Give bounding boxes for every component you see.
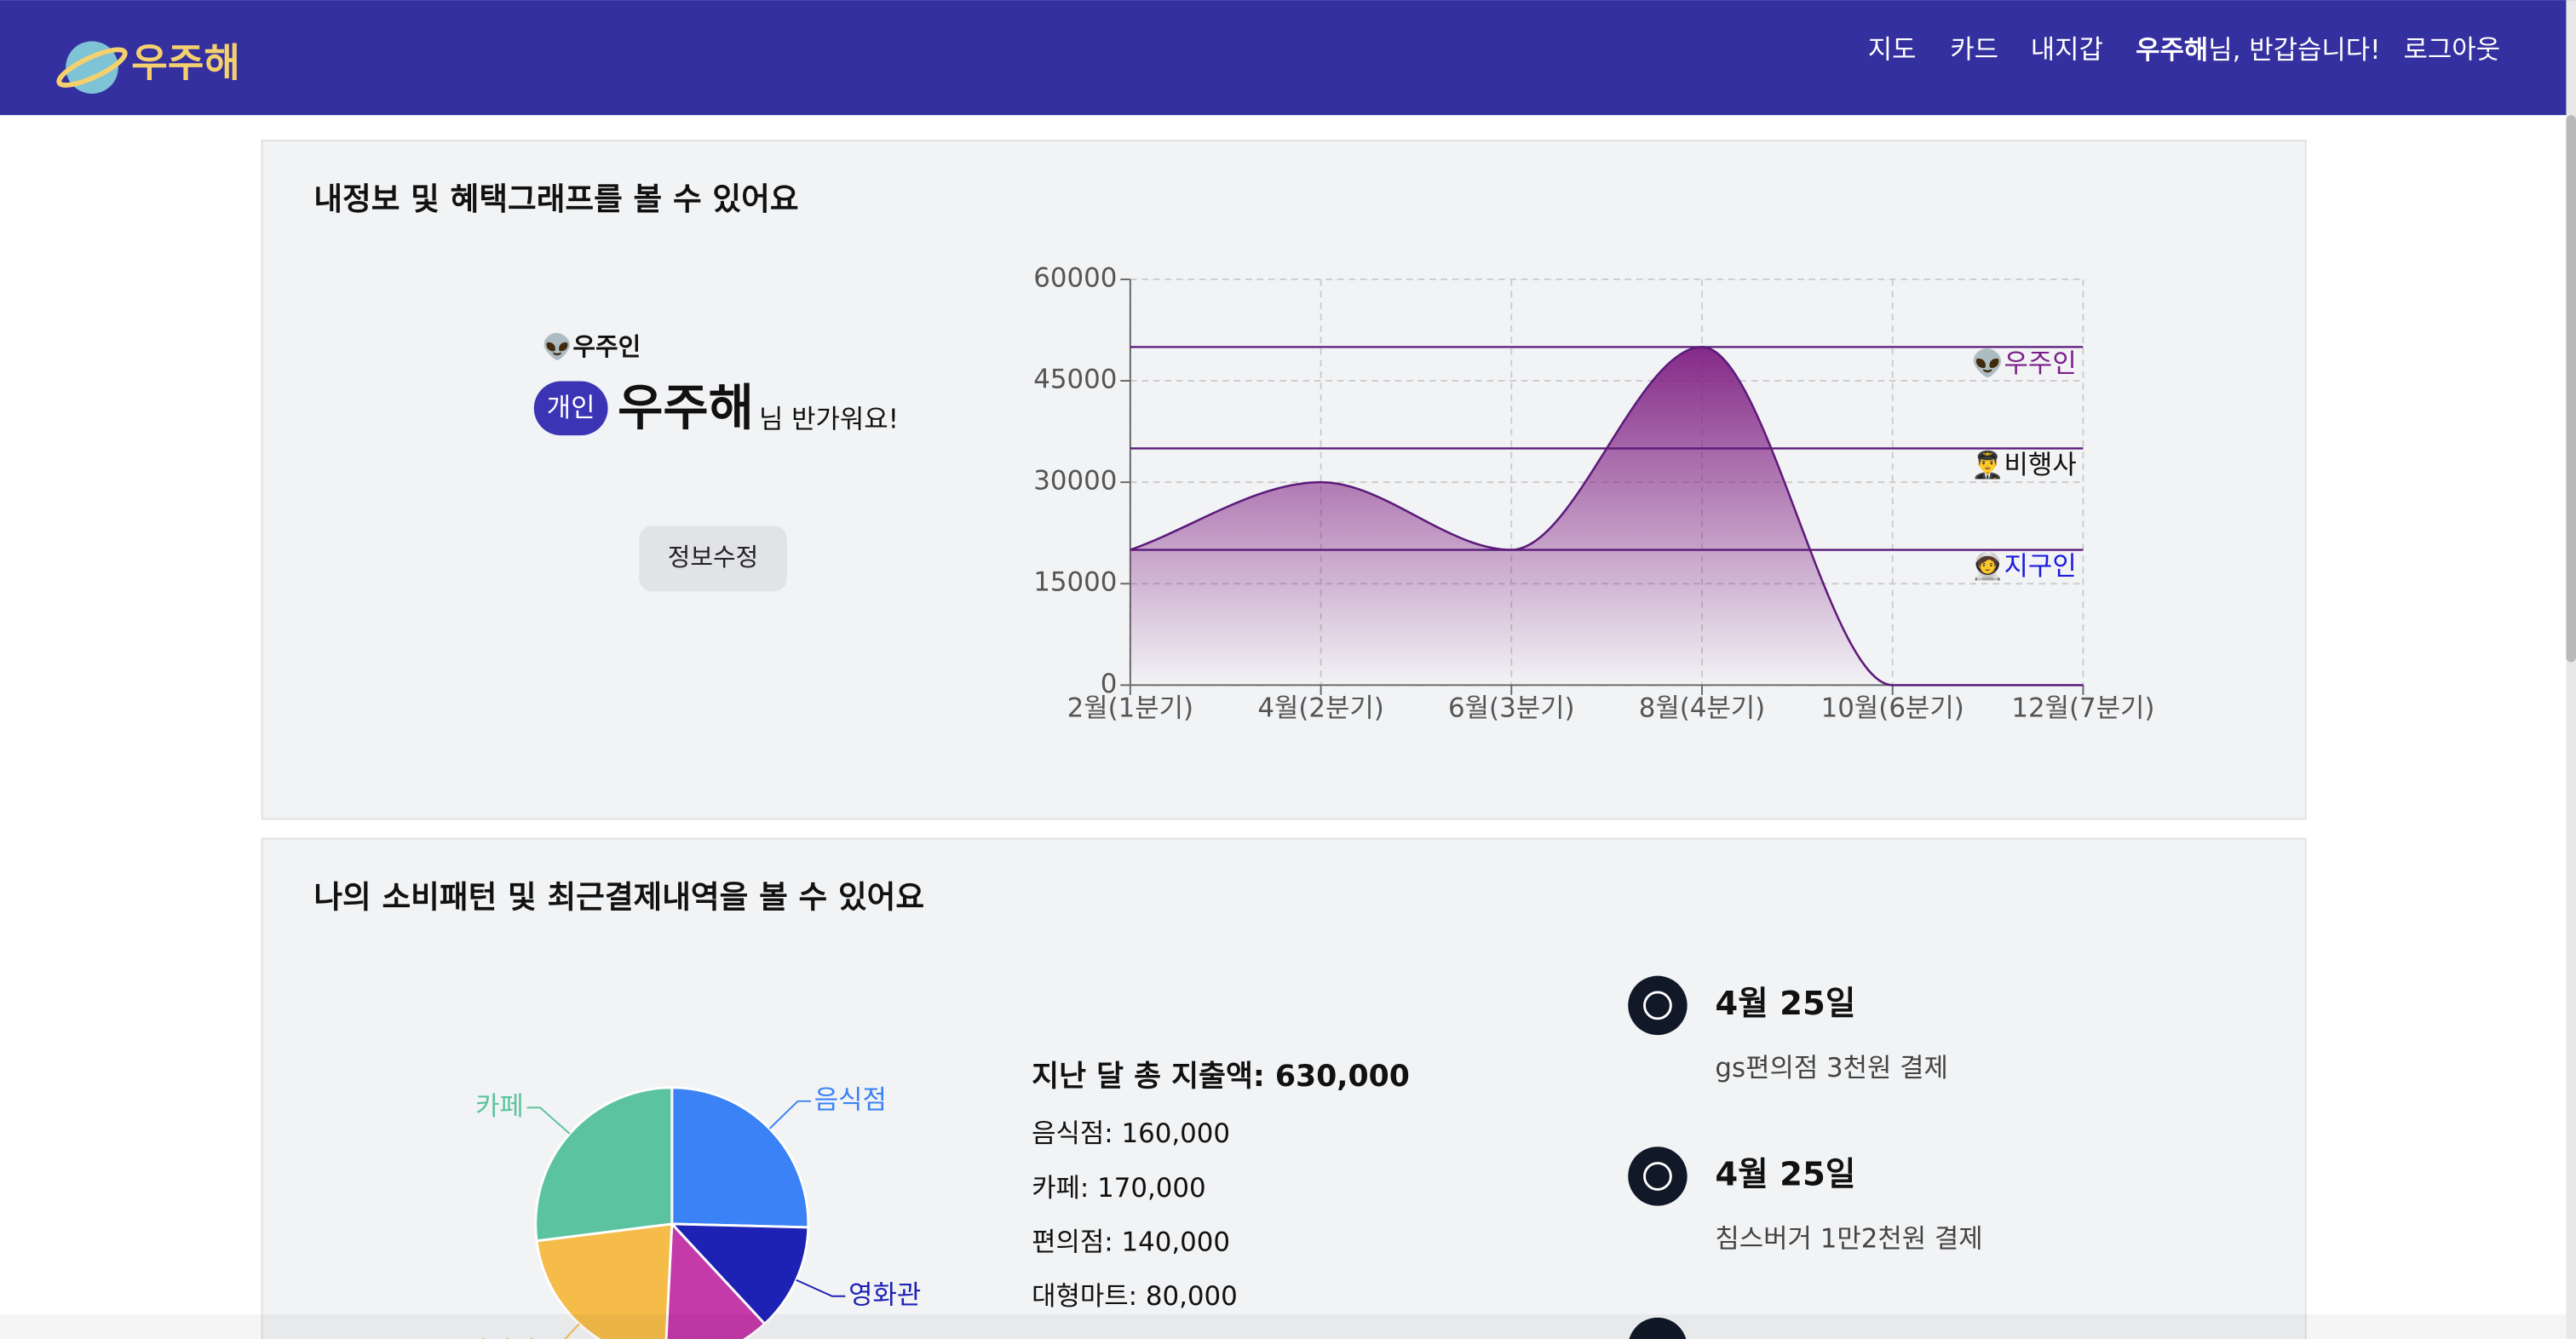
nav-link[interactable]: 카드 [1950, 34, 1998, 65]
x-tick-label: 10월(6분기) [1821, 693, 1964, 724]
y-tick-label: 15000 [1033, 567, 1117, 598]
greeting: 님, 반갑습니다! [2208, 34, 2380, 65]
pie-label: 편의점 [463, 1336, 536, 1339]
pie-slice [670, 1086, 810, 1229]
y-tick-label: 30000 [1033, 466, 1117, 497]
reference-label: 👽우주인 [1971, 348, 2077, 379]
pie-slice [664, 1221, 767, 1339]
payment-item: 4월 25일 gs편의점 3천원 결제 [1628, 975, 1948, 1083]
navbar [0, 0, 2576, 116]
y-tick-label: 0 [1101, 669, 1118, 699]
bottom-shadow [0, 1313, 2567, 1339]
edit-button[interactable] [639, 526, 787, 592]
badge [533, 381, 608, 436]
payment-date: 4월 25일 [1715, 985, 1855, 1023]
y-tick-label: 60000 [1033, 262, 1117, 293]
spending-item: 음식점: 160,000 [1032, 1118, 1230, 1149]
total-spending: 지난 달 총 지출액: 630,000 [1032, 1060, 1410, 1094]
scrollbar-thumb[interactable] [2566, 115, 2576, 663]
user-name: 우주해 [2136, 34, 2208, 65]
x-tick-label: 8월(4분기) [1639, 693, 1765, 724]
section-title: 내정보 및 혜택그래프를 볼 수 있어요 [313, 181, 798, 217]
x-tick-label: 12월(7분기) [2011, 693, 2154, 724]
spending-item: 편의점: 140,000 [1032, 1227, 1230, 1258]
grade-label: 👽우주인 [542, 331, 641, 361]
welcome-text: 님 반가워요! [759, 404, 899, 434]
payment-icon-coin [1643, 991, 1672, 1020]
y-tick-label: 45000 [1033, 365, 1117, 395]
leader-line [796, 1279, 846, 1297]
logout-link[interactable]: 로그아웃 [2404, 34, 2501, 65]
reference-label: 🧑‍🚀지구인 [1971, 551, 2077, 582]
profile-card [261, 140, 2307, 820]
area [1130, 347, 2084, 686]
spending-item: 대형마트: 80,000 [1032, 1281, 1238, 1312]
spending-item: 카페: 170,000 [1032, 1173, 1206, 1204]
pie-label: 영화관 [848, 1279, 921, 1310]
payment-icon [1628, 1146, 1688, 1206]
payment-icon [1629, 1317, 1687, 1339]
scrollbar-track [2566, 0, 2576, 1339]
edit-button-text[interactable]: 정보수정 [668, 543, 758, 572]
section-title: 나의 소비패턴 및 최근결제내역을 볼 수 있어요 [313, 879, 924, 916]
logo-text: 우주해 [131, 40, 240, 86]
nav-greeting: 우주해님, 반갑습니다! [2136, 34, 2380, 65]
logo[interactable]: 우주해 [55, 40, 240, 95]
leader-line [564, 1323, 580, 1339]
nav-link[interactable]: 지도 [1868, 34, 1917, 65]
payment-item: 4월 25일 침스버거 1만2천원 결제 [1628, 1146, 1983, 1255]
logo-ring [56, 47, 128, 88]
reference-label: 👨‍✈️비행사 [1971, 450, 2077, 480]
payment-icon-coin [1643, 1162, 1672, 1191]
pie-label: 음식점 [814, 1084, 887, 1115]
payment-desc: gs편의점 3천원 결제 [1715, 1053, 1948, 1083]
leader-line [526, 1106, 571, 1135]
pie-slice [669, 1222, 810, 1326]
payment-icon [1628, 975, 1688, 1036]
payment-desc: 침스버거 1만2천원 결제 [1715, 1224, 1982, 1255]
x-tick-label: 6월(3분기) [1448, 693, 1574, 724]
line [1130, 346, 2084, 687]
pie-label: 카페 [475, 1091, 524, 1122]
x-tick-label: 2월(1분기) [1067, 693, 1193, 724]
x-tick-label: 4월(2분기) [1257, 693, 1383, 724]
profile-name: 우주해 [618, 378, 754, 436]
payment-date: 4월 25일 [1715, 1155, 1855, 1193]
badge-text: 개인 [547, 393, 595, 423]
leader-line [768, 1100, 811, 1129]
nav-link[interactable]: 내지갑 [2031, 34, 2103, 65]
